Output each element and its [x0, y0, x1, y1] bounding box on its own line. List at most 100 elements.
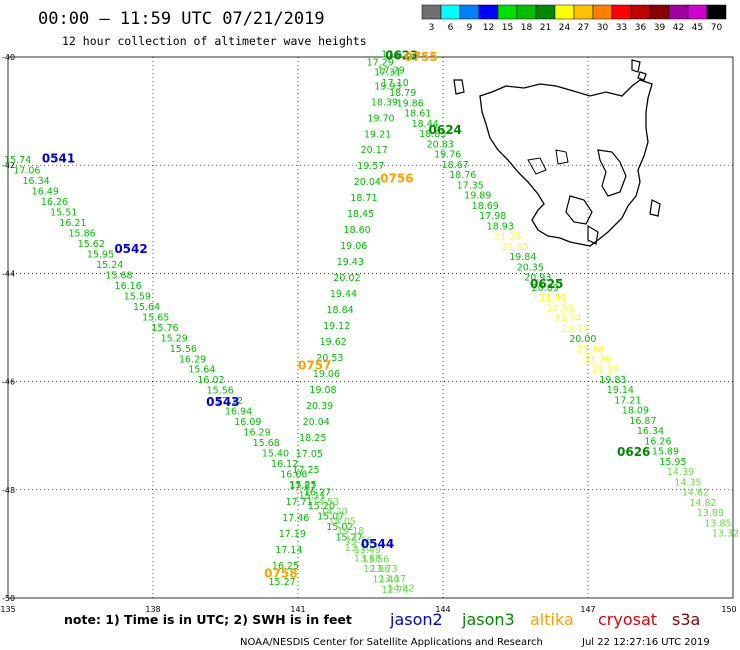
wave-height-value: 12.40 — [372, 575, 399, 586]
wave-height-value: 13.68 — [354, 554, 381, 565]
pass-time-labels: 0541 0542 0543 0544 0623 0624 0625 0626 0755 0756… — [42, 48, 651, 580]
wave-height-value: 15.27 — [268, 577, 295, 588]
wave-height-value: 13.32 — [712, 529, 739, 540]
wave-height-value: 14.20 — [320, 507, 347, 518]
wave-height-value: 16.26 — [41, 197, 68, 208]
wave-height-value: 20.93 — [524, 273, 551, 284]
wave-height-value: 17.21 — [614, 395, 641, 406]
pass-time-label: 0756 — [380, 172, 413, 186]
wave-height-value: 18.76 — [449, 170, 476, 181]
pass-time-label: 0542 — [114, 242, 147, 256]
wave-height-value: 21.55 — [502, 242, 529, 253]
color-swatch — [440, 4, 461, 20]
wave-height-value: 17.12 — [216, 396, 243, 407]
wave-height-value: 19.14 — [607, 385, 634, 396]
color-scale-tick: 24 — [559, 23, 571, 33]
wave-height-value: 15.68 — [253, 438, 280, 449]
latitude-label: -40 — [2, 53, 15, 62]
wave-height-value: 20.00 — [569, 334, 596, 345]
graticule: -40 -42 -44 -46 -48 -50 135 138 141 144 147 150 — [0, 53, 736, 614]
pass-time-label: 0757 — [298, 358, 331, 372]
wave-height-value: 15.64 — [133, 302, 160, 313]
satellite-label-cryosat: cryosat — [598, 610, 657, 629]
wave-height-value: 18.25 — [299, 433, 326, 444]
wave-height-value: 14.05 — [329, 516, 356, 527]
longitude-label: 138 — [145, 605, 160, 614]
color-scale-tick: 6 — [448, 23, 454, 33]
wave-height-value: 20.04 — [303, 417, 330, 428]
pass-time-label: 0755 — [404, 50, 437, 64]
wave-height-value: 17.71 — [286, 497, 313, 508]
tasmania-outline — [479, 79, 653, 247]
wave-height-value: 16.25 — [272, 561, 299, 572]
wave-height-value: 17.25 — [292, 465, 319, 476]
tasmania-coastline — [453, 59, 661, 247]
wave-height-value: 17.29 — [378, 65, 405, 76]
wave-height-value: 17.62 — [381, 49, 408, 60]
wave-height-value: 14.82 — [387, 583, 414, 594]
wave-height-value: 16.29 — [243, 428, 270, 439]
wave-height-value: 14.35 — [674, 477, 701, 488]
color-swatch — [687, 4, 708, 20]
wave-height-value: 16.29 — [179, 354, 206, 365]
wave-height-value: 15.59 — [124, 291, 151, 302]
wave-height-value: 19.57 — [357, 161, 384, 172]
pass-time-label: 0758 — [264, 567, 297, 581]
maria-island — [649, 199, 661, 217]
wave-height-value: 20.02 — [333, 273, 360, 284]
wave-height-value: 16.87 — [629, 416, 656, 427]
wave-height-value: 22.55 — [547, 303, 574, 314]
wave-height-value: 15.64 — [188, 365, 215, 376]
wave-height-value: 18.79 — [389, 88, 416, 99]
wave-height-value: 15.27 — [335, 533, 362, 544]
wave-height-value: 19.89 — [464, 191, 491, 202]
wave-height-value: 18.84 — [326, 305, 353, 316]
wave-height-value: 19.06 — [340, 241, 367, 252]
color-scale-tick: 70 — [711, 23, 723, 33]
wave-height-value: 15.29 — [161, 333, 188, 344]
wave-height-value: 19.12 — [323, 321, 350, 332]
color-swatch — [630, 4, 651, 20]
wave-height-value: 12.74 — [382, 585, 409, 596]
wave-height-value: 19.86 — [397, 98, 424, 109]
color-swatch — [516, 4, 537, 20]
wave-height-value: 17.05 — [296, 449, 323, 460]
wave-height-value: 14.62 — [682, 488, 709, 499]
wave-height-value: 16.21 — [59, 218, 86, 229]
color-swatch — [554, 4, 575, 20]
satellite-label-altika: altika — [530, 610, 574, 629]
wave-height-value: 17.35 — [457, 180, 484, 191]
wave-height-value: 16.06 — [280, 470, 307, 481]
wave-height-value: 13.89 — [697, 508, 724, 519]
wave-height-value: 21.36 — [577, 344, 604, 355]
inner-lakes — [527, 149, 569, 175]
longitude-label: 141 — [290, 605, 305, 614]
color-scale-tick: 12 — [483, 23, 494, 33]
wave-height-value: 18.83 — [419, 129, 446, 140]
wave-height-value: 13.73 — [371, 564, 398, 575]
wave-height-value: 16.34 — [637, 426, 664, 437]
wave-height-value: 17.19 — [279, 529, 306, 540]
wave-height-value: 17.46 — [282, 513, 309, 524]
wave-height-value: 20.83 — [427, 139, 454, 150]
wave-height-value: 23.11 — [562, 324, 589, 335]
wave-height-value: 21.35 — [494, 232, 521, 243]
wave-height-value: 15.56 — [207, 386, 234, 397]
wave-height-value: 21.19 — [592, 365, 619, 376]
wave-height-value: 19.06 — [313, 369, 340, 380]
wave-height-value: 15.95 — [87, 249, 114, 260]
wave-height-value: 15.68 — [105, 270, 132, 281]
wave-height-value: 18.61 — [404, 109, 431, 120]
wave-height-value: 15.62 — [78, 239, 105, 250]
wave-height-value: 15.76 — [151, 323, 178, 334]
wave-height-value: 16.12 — [271, 459, 298, 470]
latitude-label: -50 — [2, 594, 15, 603]
wave-height-value: 15.11 — [299, 491, 326, 502]
wave-height-value: 19.76 — [434, 150, 461, 161]
wave-height-value: 15.40 — [262, 449, 289, 460]
wave-height-value: 14.39 — [667, 467, 694, 478]
wave-height-value: 16.94 — [225, 407, 252, 418]
longitude-label: 144 — [435, 605, 450, 614]
wave-height-value: 18.39 — [371, 97, 398, 108]
